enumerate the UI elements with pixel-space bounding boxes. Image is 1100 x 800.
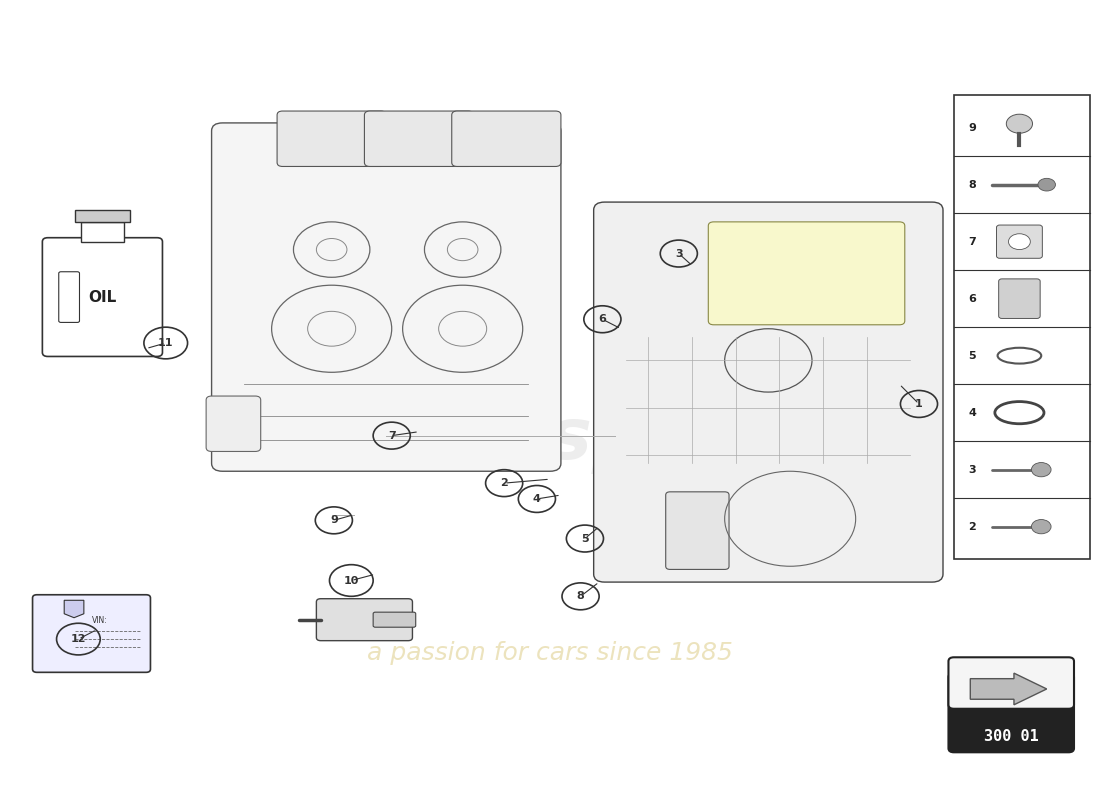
FancyBboxPatch shape — [58, 272, 79, 322]
Text: 3: 3 — [968, 465, 976, 474]
FancyBboxPatch shape — [594, 202, 943, 582]
Text: 11: 11 — [158, 338, 174, 348]
FancyBboxPatch shape — [277, 111, 386, 166]
Text: VIN:: VIN: — [91, 615, 108, 625]
Text: 6: 6 — [968, 294, 976, 304]
FancyBboxPatch shape — [33, 594, 151, 672]
Text: 8: 8 — [576, 591, 584, 602]
Text: 7: 7 — [388, 430, 396, 441]
Text: 12: 12 — [70, 634, 86, 644]
Circle shape — [1038, 178, 1055, 191]
Text: 3: 3 — [675, 249, 683, 258]
Text: 8: 8 — [968, 180, 976, 190]
Text: 7: 7 — [968, 237, 976, 246]
Text: 2: 2 — [968, 522, 976, 532]
Text: 9: 9 — [968, 122, 976, 133]
Circle shape — [1009, 234, 1031, 250]
Bar — [80, 222, 124, 242]
Text: 5: 5 — [968, 350, 976, 361]
Text: 300 01: 300 01 — [983, 729, 1038, 744]
Text: 5: 5 — [581, 534, 589, 543]
FancyBboxPatch shape — [373, 612, 416, 627]
FancyBboxPatch shape — [999, 279, 1041, 318]
Text: eurocarspares: eurocarspares — [236, 405, 821, 474]
Circle shape — [1006, 114, 1033, 134]
Text: 10: 10 — [343, 575, 359, 586]
FancyBboxPatch shape — [452, 111, 561, 166]
Text: 9: 9 — [330, 515, 338, 526]
FancyBboxPatch shape — [997, 225, 1043, 258]
FancyBboxPatch shape — [948, 658, 1074, 709]
Text: 4: 4 — [534, 494, 541, 504]
FancyBboxPatch shape — [206, 396, 261, 451]
FancyBboxPatch shape — [948, 673, 1074, 752]
FancyBboxPatch shape — [317, 598, 412, 641]
Text: 4: 4 — [968, 408, 976, 418]
Text: 1: 1 — [915, 399, 923, 409]
FancyBboxPatch shape — [43, 238, 163, 357]
Polygon shape — [64, 600, 84, 618]
FancyBboxPatch shape — [211, 123, 561, 471]
Text: OIL: OIL — [88, 290, 117, 305]
FancyBboxPatch shape — [666, 492, 729, 570]
Circle shape — [1032, 462, 1052, 477]
Polygon shape — [970, 673, 1047, 705]
FancyBboxPatch shape — [364, 111, 474, 166]
Circle shape — [1032, 519, 1052, 534]
Text: a passion for cars since 1985: a passion for cars since 1985 — [367, 642, 733, 666]
Bar — [75, 210, 130, 222]
Bar — [954, 95, 1090, 559]
Text: 6: 6 — [598, 314, 606, 324]
Text: 2: 2 — [500, 478, 508, 488]
FancyBboxPatch shape — [708, 222, 905, 325]
